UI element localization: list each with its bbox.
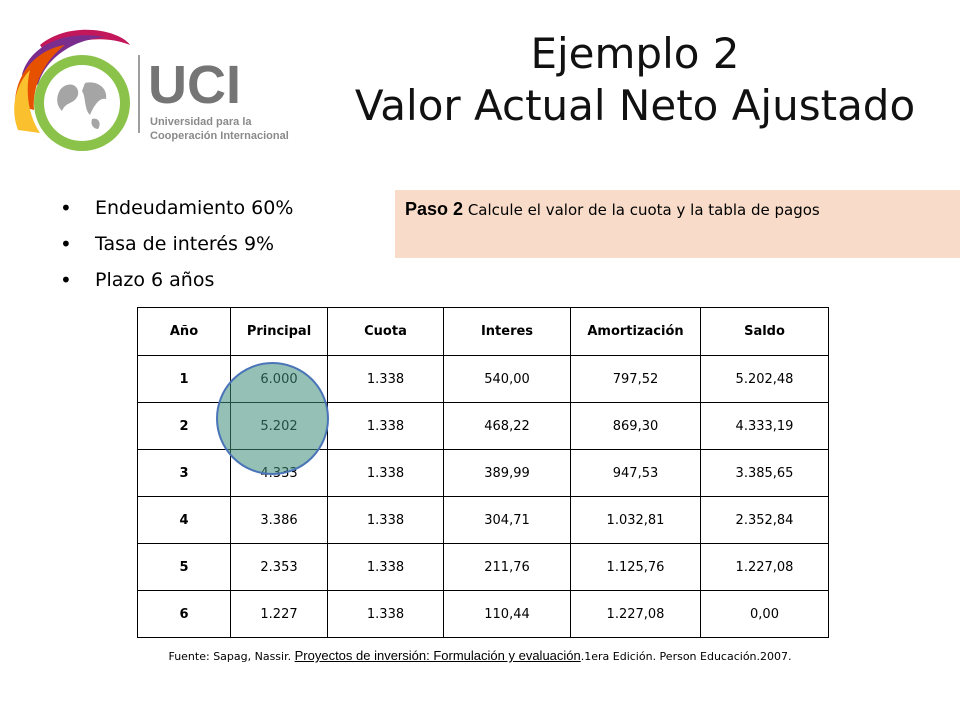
bullet-interest-rate: Tasa de interés 9% — [60, 226, 293, 262]
header-payment: Cuota — [327, 307, 444, 356]
table-row: 1 6.000 1.338 540,00 797,52 5.202,48 — [137, 355, 829, 403]
cell-interest: 540,00 — [443, 355, 571, 403]
cell-balance: 4.333,19 — [700, 402, 829, 450]
cell-principal: 6.000 — [230, 355, 328, 403]
table-row: 6 1.227 1.338 110,44 1.227,08 0,00 — [137, 590, 829, 638]
cell-year: 6 — [137, 590, 231, 638]
title-line-2: Valor Actual Neto Ajustado — [354, 81, 916, 130]
table-row: 4 3.386 1.338 304,71 1.032,81 2.352,84 — [137, 496, 829, 544]
cell-interest: 110,44 — [443, 590, 571, 638]
step-label: Paso 2 — [405, 199, 464, 219]
page-title: Ejemplo 2 Valor Actual Neto Ajustado — [330, 28, 940, 132]
cell-payment: 1.338 — [327, 402, 444, 450]
cell-balance: 5.202,48 — [700, 355, 829, 403]
cell-principal: 1.227 — [230, 590, 328, 638]
cell-interest: 389,99 — [443, 449, 571, 497]
table-row: 2 5.202 1.338 468,22 869,30 4.333,19 — [137, 402, 829, 450]
cell-payment: 1.338 — [327, 543, 444, 591]
cell-interest: 304,71 — [443, 496, 571, 544]
logo-letters: UCI — [148, 55, 241, 115]
table-header-row: Año Principal Cuota Interes Amortización… — [137, 307, 829, 356]
citation-suffix: .1era Edición. Person Educación.2007. — [580, 650, 792, 663]
step-text: Calcule el valor de la cuota y la tabla … — [467, 201, 820, 219]
cell-principal: 5.202 — [230, 402, 328, 450]
cell-payment: 1.338 — [327, 355, 444, 403]
cell-amortization: 797,52 — [570, 355, 701, 403]
cell-amortization: 1.032,81 — [570, 496, 701, 544]
cell-year: 2 — [137, 402, 231, 450]
cell-principal: 2.353 — [230, 543, 328, 591]
bullet-term: Plazo 6 años — [60, 262, 293, 298]
cell-interest: 211,76 — [443, 543, 571, 591]
title-line-1: Ejemplo 2 — [530, 29, 740, 78]
cell-balance: 0,00 — [700, 590, 829, 638]
citation-book-title: Proyectos de inversión: Formulación y ev… — [294, 648, 581, 663]
cell-year: 3 — [137, 449, 231, 497]
citation-prefix: Fuente: Sapag, Nassir. — [168, 650, 295, 663]
cell-payment: 1.338 — [327, 449, 444, 497]
cell-amortization: 1.125,76 — [570, 543, 701, 591]
logo-line1: Universidad para la — [150, 116, 252, 128]
header-amortization: Amortización — [570, 307, 701, 356]
header-year: Año — [137, 307, 231, 356]
cell-year: 4 — [137, 496, 231, 544]
parameter-list: Endeudamiento 60% Tasa de interés 9% Pla… — [60, 190, 293, 298]
cell-amortization: 869,30 — [570, 402, 701, 450]
cell-amortization: 947,53 — [570, 449, 701, 497]
cell-balance: 1.227,08 — [700, 543, 829, 591]
header-interest: Interes — [443, 307, 571, 356]
cell-principal: 4.333 — [230, 449, 328, 497]
bullet-debt: Endeudamiento 60% — [60, 190, 293, 226]
cell-year: 1 — [137, 355, 231, 403]
cell-amortization: 1.227,08 — [570, 590, 701, 638]
payment-table-wrap: Año Principal Cuota Interes Amortización… — [137, 307, 829, 638]
cell-year: 5 — [137, 543, 231, 591]
cell-balance: 2.352,84 — [700, 496, 829, 544]
step-callout: Paso 2 Calcule el valor de la cuota y la… — [395, 190, 960, 258]
table-row: 5 2.353 1.338 211,76 1.125,76 1.227,08 — [137, 543, 829, 591]
cell-payment: 1.338 — [327, 496, 444, 544]
cell-payment: 1.338 — [327, 590, 444, 638]
uci-logo: UCI Universidad para la Cooperación Inte… — [10, 25, 330, 165]
cell-principal: 3.386 — [230, 496, 328, 544]
header-principal: Principal — [230, 307, 328, 356]
cell-balance: 3.385,65 — [700, 449, 829, 497]
cell-interest: 468,22 — [443, 402, 571, 450]
source-citation: Fuente: Sapag, Nassir. Proyectos de inve… — [0, 648, 960, 663]
table-row: 3 4.333 1.338 389,99 947,53 3.385,65 — [137, 449, 829, 497]
globe-icon — [14, 29, 130, 151]
logo-line2: Cooperación Internacional — [150, 130, 289, 142]
header-balance: Saldo — [700, 307, 829, 356]
payment-table: Año Principal Cuota Interes Amortización… — [137, 307, 829, 638]
